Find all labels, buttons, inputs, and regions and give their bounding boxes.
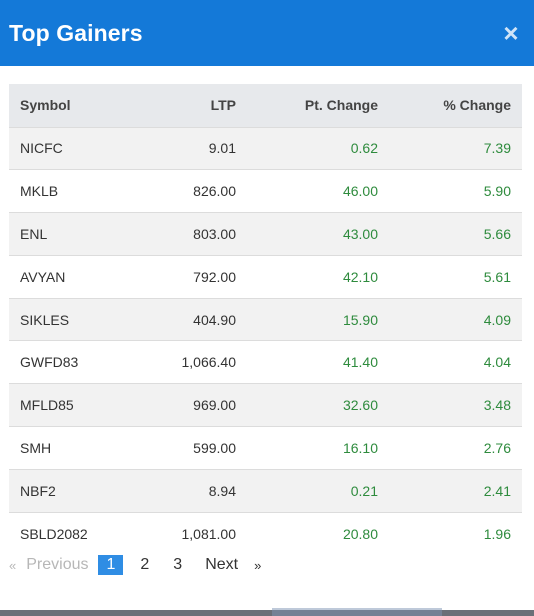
table-row: MKLB 826.00 46.00 5.90 — [9, 169, 522, 213]
next-chevron-icon[interactable]: » — [254, 557, 262, 573]
cell-ltp: 969.00 — [193, 397, 236, 414]
cell-ltp: 9.01 — [208, 140, 236, 157]
table-header-row: Symbol LTP Pt. Change % Change — [9, 84, 522, 127]
pagination: « Previous 1 2 3 Next » — [9, 553, 271, 577]
cell-symbol[interactable]: MKLB — [20, 183, 59, 200]
cell-ltp: 1,081.00 — [181, 525, 237, 542]
cell-symbol[interactable]: NBF2 — [20, 482, 56, 499]
cell-symbol[interactable]: SMH — [20, 439, 52, 456]
previous-page-button[interactable]: Previous — [26, 556, 89, 573]
modal-title: Top Gainers — [9, 19, 143, 46]
cell-pct-change: 3.48 — [483, 397, 511, 414]
table-row: NBF2 8.94 0.21 2.41 — [9, 469, 522, 513]
column-header-pt-change[interactable]: Pt. Change — [304, 97, 378, 114]
cell-pt-change: 16.10 — [342, 439, 378, 456]
cell-pt-change: 15.90 — [342, 311, 378, 328]
table-body: NICFC 9.01 0.62 7.39 MKLB 826.00 46.00 5… — [9, 127, 522, 555]
cell-symbol[interactable]: ENL — [20, 225, 48, 242]
table-row: SIKLES 404.90 15.90 4.09 — [9, 298, 522, 341]
cell-ltp: 826.00 — [193, 183, 236, 200]
column-header-symbol[interactable]: Symbol — [20, 97, 71, 114]
cell-symbol[interactable]: SBLD2082 — [20, 525, 88, 542]
cell-pct-change: 5.90 — [483, 183, 511, 200]
cell-pct-change: 5.61 — [483, 268, 511, 285]
table-row: GWFD83 1,066.40 41.40 4.04 — [9, 340, 522, 384]
cell-pt-change: 0.21 — [350, 482, 378, 499]
table-row: NICFC 9.01 0.62 7.39 — [9, 127, 522, 170]
cell-pt-change: 20.80 — [342, 525, 378, 542]
column-header-pct-change[interactable]: % Change — [443, 97, 511, 114]
cell-ltp: 1,066.40 — [181, 354, 237, 371]
gainers-table-container: Symbol LTP Pt. Change % Change NICFC 9.0… — [9, 84, 522, 555]
cell-pt-change: 41.40 — [342, 354, 378, 371]
close-icon[interactable]: × — [503, 18, 519, 48]
background-page-fragment — [272, 608, 442, 616]
table-row: MFLD85 969.00 32.60 3.48 — [9, 383, 522, 427]
page-bottom-edge — [0, 610, 534, 616]
cell-symbol[interactable]: AVYAN — [20, 268, 66, 285]
cell-pct-change: 7.39 — [483, 140, 511, 157]
cell-pct-change: 5.66 — [483, 225, 511, 242]
cell-pct-change: 4.09 — [483, 311, 511, 328]
cell-ltp: 803.00 — [193, 225, 236, 242]
cell-pt-change: 32.60 — [342, 397, 378, 414]
cell-ltp: 792.00 — [193, 268, 236, 285]
table-row: SMH 599.00 16.10 2.76 — [9, 426, 522, 470]
cell-ltp: 404.90 — [193, 311, 236, 328]
previous-chevron-icon: « — [9, 557, 17, 573]
cell-pt-change: 0.62 — [350, 140, 378, 157]
cell-pct-change: 1.96 — [483, 525, 511, 542]
cell-pct-change: 2.76 — [483, 439, 511, 456]
table-row: AVYAN 792.00 42.10 5.61 — [9, 255, 522, 299]
cell-symbol[interactable]: GWFD83 — [20, 354, 79, 371]
gainers-table: Symbol LTP Pt. Change % Change NICFC 9.0… — [9, 84, 522, 555]
page-button-3[interactable]: 3 — [173, 556, 183, 573]
page-button-2[interactable]: 2 — [140, 556, 150, 573]
table-header: Symbol LTP Pt. Change % Change — [9, 84, 522, 127]
cell-ltp: 599.00 — [193, 439, 236, 456]
cell-symbol[interactable]: SIKLES — [20, 311, 70, 328]
cell-pct-change: 2.41 — [483, 482, 511, 499]
cell-symbol[interactable]: NICFC — [20, 140, 63, 157]
cell-symbol[interactable]: MFLD85 — [20, 397, 74, 414]
cell-pct-change: 4.04 — [483, 354, 511, 371]
cell-ltp: 8.94 — [208, 482, 236, 499]
table-row: SBLD2082 1,081.00 20.80 1.96 — [9, 512, 522, 555]
next-page-button[interactable]: Next — [205, 556, 239, 573]
cell-pt-change: 46.00 — [342, 183, 378, 200]
modal-header: Top Gainers × — [0, 0, 534, 66]
table-row: ENL 803.00 43.00 5.66 — [9, 212, 522, 256]
column-header-ltp[interactable]: LTP — [210, 97, 236, 114]
cell-pt-change: 42.10 — [342, 268, 378, 285]
cell-pt-change: 43.00 — [342, 225, 378, 242]
page-button-1[interactable]: 1 — [98, 555, 124, 575]
